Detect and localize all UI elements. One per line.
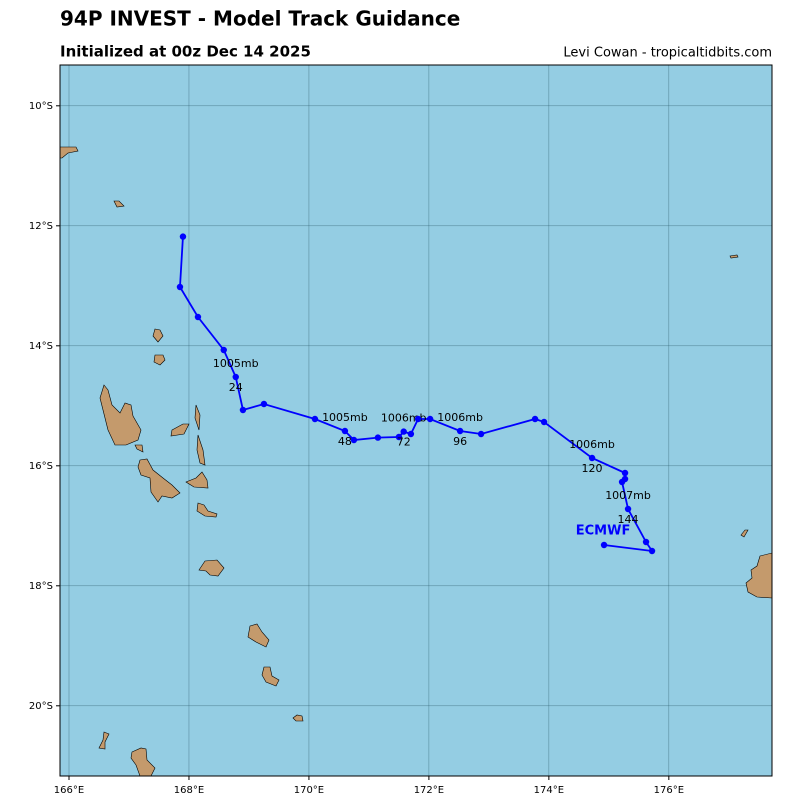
track-point xyxy=(176,283,184,291)
track-point xyxy=(621,469,629,477)
credit: Levi Cowan - tropicaltidbits.com xyxy=(563,46,772,61)
hour-label: 96 xyxy=(453,435,467,448)
pressure-label: 1005mb xyxy=(213,357,259,370)
track-point xyxy=(618,478,626,486)
track-point xyxy=(350,436,358,444)
y-tick-label: 16°S xyxy=(29,461,53,472)
y-tick-label: 14°S xyxy=(29,341,53,352)
hour-label: 120 xyxy=(582,462,603,475)
land xyxy=(60,146,772,776)
x-tick-label: 174°E xyxy=(534,785,564,796)
pressure-label: 1007mb xyxy=(605,489,651,502)
pressure-label: 1006mb xyxy=(569,438,615,451)
y-tick-label: 18°S xyxy=(29,581,53,592)
track-point xyxy=(179,233,187,240)
track-point xyxy=(260,400,268,408)
track-point xyxy=(194,313,202,321)
chart-title: 94P INVEST - Model Track Guidance xyxy=(60,7,460,31)
x-tick-label: 166°E xyxy=(54,785,84,796)
track-point xyxy=(426,415,434,423)
grid xyxy=(60,65,772,776)
track-point xyxy=(400,428,407,435)
x-tick-label: 176°E xyxy=(654,785,684,796)
track-point xyxy=(600,541,608,549)
x-tick-label: 172°E xyxy=(414,785,444,796)
track-point xyxy=(395,433,403,441)
track-point xyxy=(311,415,319,423)
hour-label: 48 xyxy=(338,435,352,448)
track-point xyxy=(642,538,650,546)
x-tick-label: 170°E xyxy=(294,785,324,796)
chart-subtitle: Initialized at 00z Dec 14 2025 xyxy=(60,43,311,61)
track-point xyxy=(624,505,632,513)
track-point xyxy=(239,406,247,414)
track-point xyxy=(374,434,382,441)
y-tick-label: 10°S xyxy=(29,101,53,112)
track-point xyxy=(477,430,485,438)
track-point xyxy=(588,454,596,462)
hour-label: 24 xyxy=(229,381,243,394)
track-point xyxy=(540,418,548,426)
hour-label: 144 xyxy=(618,513,639,526)
track-point xyxy=(220,346,227,354)
track-point xyxy=(456,427,464,435)
track-point xyxy=(648,547,656,555)
x-tick-label: 168°E xyxy=(174,785,204,796)
track-point xyxy=(341,427,349,435)
pressure-label: 1006mb xyxy=(381,412,427,425)
track-point xyxy=(232,373,239,381)
y-tick-label: 20°S xyxy=(29,701,53,712)
pressure-label: 1005mb xyxy=(322,411,368,424)
y-tick-label: 12°S xyxy=(29,221,53,232)
track-point xyxy=(407,430,415,438)
pressure-label: 1006mb xyxy=(437,411,483,424)
hour-label: 72 xyxy=(397,436,411,449)
frame xyxy=(59,64,773,777)
track-point xyxy=(414,415,422,423)
track-point xyxy=(531,415,539,423)
series-label: ECMWF xyxy=(576,524,631,539)
